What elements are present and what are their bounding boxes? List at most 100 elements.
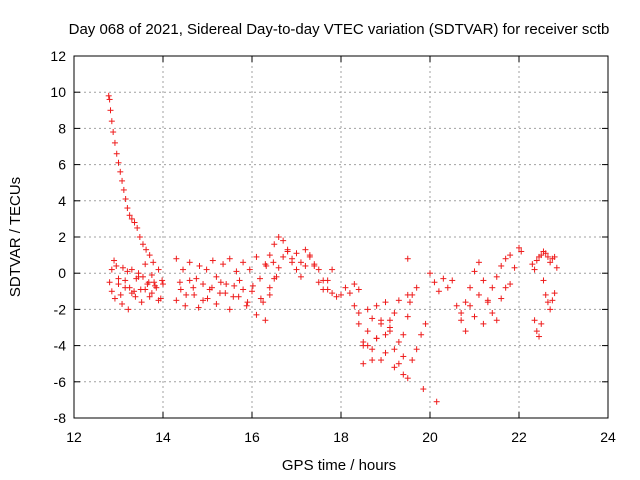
data-point — [420, 386, 427, 393]
data-point — [249, 282, 256, 289]
data-point — [106, 279, 113, 286]
data-point — [536, 333, 543, 340]
data-point — [180, 266, 187, 273]
data-point — [462, 299, 469, 306]
data-point — [360, 360, 367, 367]
data-point — [177, 286, 184, 293]
data-point — [364, 328, 371, 335]
data-point — [531, 317, 538, 324]
data-point — [329, 266, 336, 273]
x-tick-label: 18 — [333, 429, 349, 445]
data-point — [395, 297, 402, 304]
data-point — [110, 129, 117, 136]
data-point — [333, 293, 340, 300]
data-point — [117, 168, 124, 175]
data-point — [493, 273, 500, 280]
data-point — [249, 288, 255, 295]
data-point — [183, 291, 190, 298]
data-point — [257, 295, 264, 302]
data-point — [182, 302, 189, 309]
data-point — [493, 317, 500, 324]
data-point — [108, 266, 115, 273]
data-point — [400, 371, 407, 378]
data-point — [320, 286, 327, 293]
data-point — [220, 261, 227, 268]
data-point — [440, 275, 447, 282]
data-point — [538, 320, 545, 327]
data-point — [480, 277, 487, 284]
data-point — [200, 297, 207, 304]
data-point — [293, 250, 300, 257]
data-point — [378, 320, 385, 327]
data-point — [355, 286, 362, 293]
x-axis-label: GPS time / hours — [282, 457, 396, 474]
data-point — [139, 241, 146, 248]
data-point — [159, 277, 166, 284]
data-point — [270, 259, 277, 266]
data-point — [246, 266, 253, 273]
y-tick-label: -8 — [54, 410, 67, 426]
data-point — [155, 266, 162, 273]
data-point — [427, 270, 433, 277]
data-point — [533, 328, 540, 335]
data-point — [409, 357, 416, 364]
data-point — [400, 353, 407, 360]
x-tick-label: 16 — [244, 429, 260, 445]
data-point — [553, 264, 560, 271]
data-point — [186, 259, 193, 266]
data-point — [209, 257, 216, 264]
data-point — [176, 279, 183, 286]
x-tick-label: 24 — [600, 429, 616, 445]
data-point — [547, 306, 554, 313]
data-point — [119, 264, 126, 271]
data-point — [484, 299, 491, 306]
data-point — [122, 277, 129, 284]
data-point — [266, 284, 273, 291]
data-point — [471, 268, 478, 275]
data-point — [378, 357, 385, 364]
data-point — [260, 299, 267, 306]
data-point — [124, 205, 131, 212]
data-point — [132, 293, 139, 300]
data-point — [551, 253, 558, 260]
data-point — [531, 266, 538, 273]
data-point — [117, 291, 124, 298]
data-point — [516, 244, 522, 251]
data-point — [115, 159, 122, 166]
data-point — [507, 281, 514, 288]
data-point — [226, 306, 233, 313]
data-point — [395, 338, 402, 345]
data-point — [406, 299, 413, 306]
data-point — [216, 290, 223, 297]
data-point — [369, 357, 376, 364]
data-point — [293, 266, 300, 273]
data-point — [230, 293, 237, 300]
data-point — [271, 275, 278, 282]
y-tick-label: 6 — [58, 157, 66, 173]
data-point — [236, 277, 243, 284]
data-point — [489, 310, 496, 317]
data-point — [502, 255, 509, 262]
data-point — [498, 262, 505, 269]
data-point — [128, 215, 135, 222]
data-point — [108, 118, 115, 125]
data-point — [391, 364, 398, 371]
data-point — [382, 349, 389, 356]
data-point — [142, 286, 149, 293]
data-point — [271, 241, 278, 248]
y-tick-label: 4 — [58, 193, 66, 209]
data-point — [262, 261, 269, 268]
data-point — [475, 259, 482, 266]
data-point — [471, 313, 478, 320]
data-point — [373, 302, 380, 309]
data-point — [391, 310, 398, 317]
data-point — [529, 261, 536, 268]
data-point — [413, 284, 420, 291]
data-point — [231, 282, 238, 289]
data-point — [266, 291, 273, 298]
data-point — [289, 259, 296, 266]
data-point — [111, 139, 118, 146]
data-point — [113, 150, 120, 157]
